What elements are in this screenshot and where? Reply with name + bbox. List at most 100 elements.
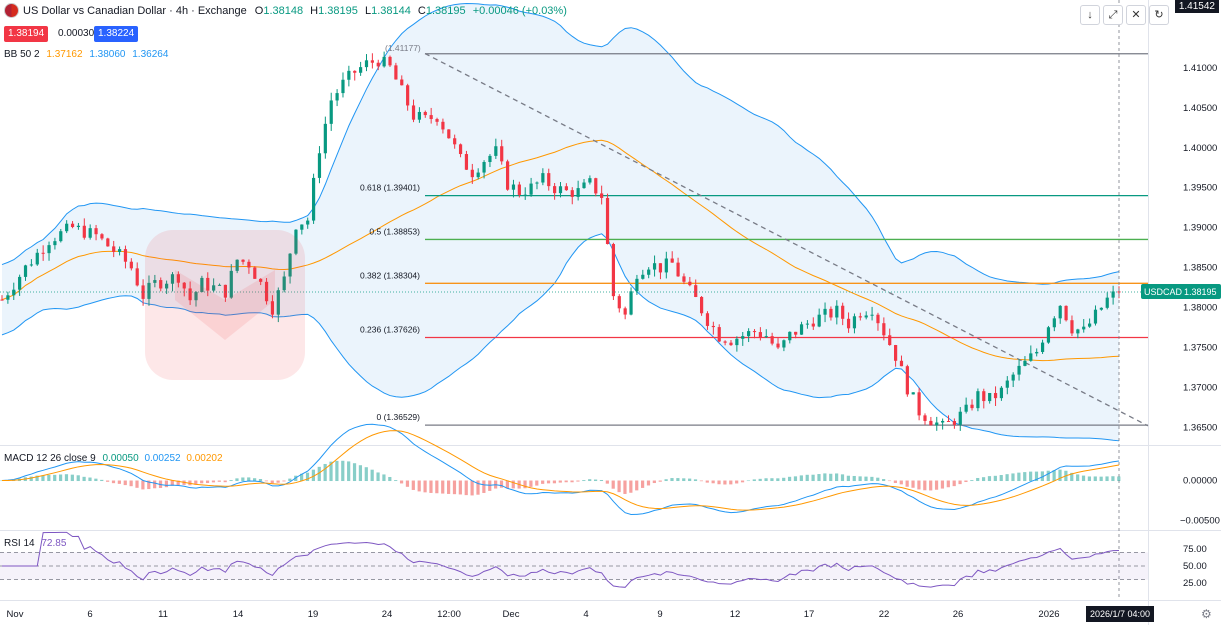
candle-body xyxy=(476,172,480,178)
candle-body xyxy=(529,183,533,195)
candle-body xyxy=(165,283,169,289)
macd-histogram-bar xyxy=(605,480,609,484)
macd-histogram-bar xyxy=(729,480,733,485)
macd-histogram-bar xyxy=(987,476,992,482)
spread-value: 0.00030 xyxy=(58,28,95,39)
candle-body xyxy=(752,331,757,333)
move-down-icon[interactable]: ↓ xyxy=(1080,5,1100,25)
macd-histogram-bar xyxy=(476,480,480,495)
candle-body xyxy=(658,263,663,273)
macd-histogram-bar xyxy=(899,480,903,485)
candle-body xyxy=(353,70,357,73)
macd-histogram-bar xyxy=(1105,476,1109,482)
macd-histogram-bar xyxy=(564,480,568,483)
macd-histogram-bar xyxy=(593,479,598,482)
chart-header: US Dollar vs Canadian Dollar · 4h · Exch… xyxy=(4,3,567,18)
candle-body xyxy=(317,153,322,178)
time-axis-label: 17 xyxy=(804,609,815,620)
price-tick-label: 1.39500 xyxy=(1183,183,1217,194)
macd-legend: MACD 12 26 close 9 0.00050 0.00252 0.002… xyxy=(4,453,223,464)
candle-body xyxy=(223,284,227,298)
sell-button[interactable]: 1.38194 xyxy=(4,26,49,42)
macd-histogram-bar xyxy=(317,466,321,482)
candle-body xyxy=(488,155,492,163)
candle-body xyxy=(47,245,51,254)
price-tick-label: 1.38000 xyxy=(1183,303,1217,314)
candle-body xyxy=(929,420,933,426)
candle-body xyxy=(905,366,909,395)
macd-histogram-bar xyxy=(1034,471,1039,482)
candle-body xyxy=(276,290,280,315)
candle-body xyxy=(682,276,686,282)
macd-histogram-bar xyxy=(635,480,639,491)
macd-histogram-bar xyxy=(176,480,180,486)
candle-body xyxy=(841,305,845,319)
candle-body xyxy=(670,258,674,263)
macd-histogram-bar xyxy=(511,480,515,489)
candle-body xyxy=(206,277,210,291)
macd-histogram-bar xyxy=(282,480,286,482)
candle-body xyxy=(388,56,392,66)
macd-histogram-bar xyxy=(352,463,357,482)
macd-histogram-bar xyxy=(599,479,604,482)
candle-body xyxy=(553,186,557,194)
macd-histogram-bar xyxy=(876,477,880,482)
candle-body xyxy=(370,60,374,63)
bb-basis: 1.37162 xyxy=(46,49,83,60)
candle-body xyxy=(306,220,310,225)
macd-histogram-bar xyxy=(976,477,980,482)
macd-hist-value: 0.00050 xyxy=(102,453,139,464)
candle-body xyxy=(35,252,39,265)
bollinger-upper-line xyxy=(1,2,1120,285)
time-axis-label: 26 xyxy=(953,609,964,620)
candle-body xyxy=(588,178,592,183)
candle-body xyxy=(53,241,57,246)
macd-histogram-bar xyxy=(229,480,233,482)
symbol-title[interactable]: US Dollar vs Canadian Dollar · 4h · Exch… xyxy=(23,4,247,17)
close-icon[interactable]: ✕ xyxy=(1126,5,1146,25)
macd-histogram-bar xyxy=(41,475,45,482)
refresh-icon[interactable]: ↻ xyxy=(1149,5,1169,25)
candle-body xyxy=(958,411,962,425)
candle-body xyxy=(12,289,16,296)
macd-histogram-bar xyxy=(106,480,110,482)
maximize-icon[interactable]: ⤢ xyxy=(1103,5,1123,25)
macd-histogram-bar xyxy=(335,460,339,482)
macd-histogram-bar xyxy=(658,480,662,482)
candle-body xyxy=(917,392,921,416)
candle-body xyxy=(376,62,380,67)
candle-body xyxy=(505,161,510,190)
macd-histogram-bar xyxy=(617,480,621,493)
settings-gear-icon: ⚙ xyxy=(1201,607,1212,621)
candle-body xyxy=(688,281,692,286)
candle-body xyxy=(170,274,175,284)
candle-body xyxy=(723,341,727,343)
macd-histogram-bar xyxy=(252,478,257,482)
macd-histogram-bar xyxy=(864,476,868,482)
candle-body xyxy=(635,278,639,292)
macd-histogram-bar xyxy=(429,480,433,493)
macd-histogram-bar xyxy=(688,478,692,482)
candle-body xyxy=(1017,365,1021,375)
macd-histogram-bar xyxy=(88,477,92,482)
macd-histogram-bar xyxy=(823,473,827,482)
candle-body xyxy=(23,265,28,277)
candle-body xyxy=(1082,326,1086,330)
macd-histogram-bar xyxy=(194,480,198,485)
candle-body xyxy=(705,313,710,326)
macd-histogram-bar xyxy=(258,479,263,482)
candle-body xyxy=(18,276,22,290)
candle-body xyxy=(65,223,69,232)
candle-body xyxy=(335,93,339,101)
buy-button[interactable]: 1.38224 xyxy=(94,26,139,42)
macd-histogram-bar xyxy=(247,477,251,482)
macd-histogram-bar xyxy=(1099,476,1103,482)
candle-body xyxy=(941,420,945,423)
macd-histogram-bar xyxy=(382,474,386,482)
macd-histogram-bar xyxy=(452,480,457,495)
macd-histogram-bar xyxy=(329,461,333,482)
ohlc-high-key: H xyxy=(310,4,319,17)
macd-histogram-bar xyxy=(223,480,227,483)
candle-body xyxy=(652,263,657,270)
